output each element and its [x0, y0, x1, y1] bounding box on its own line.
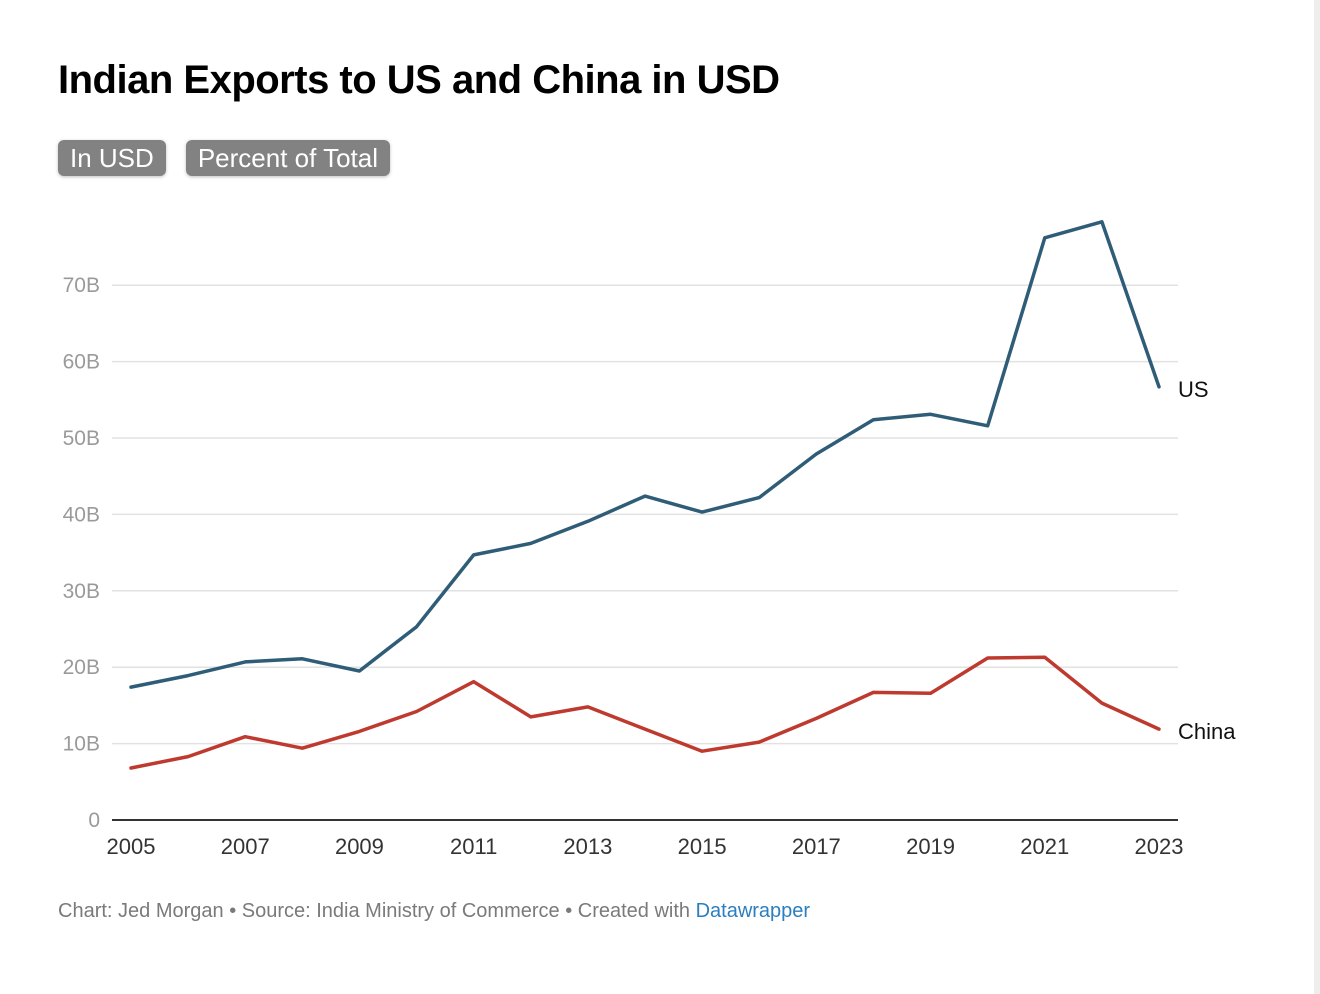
series-line-us — [129, 220, 1161, 689]
y-tick-label: 40B — [63, 503, 100, 526]
series-lines — [129, 220, 1161, 770]
x-tick-label: 2019 — [906, 834, 955, 859]
y-tick-label: 0 — [88, 809, 100, 832]
toggle-in-usd[interactable]: In USD — [58, 140, 166, 176]
y-axis-ticks: 0 10B 20B 30B 40B 50B 60B 70B — [63, 274, 100, 832]
toggle-percent-of-total[interactable]: Percent of Total — [185, 140, 390, 176]
x-tick-label: 2017 — [792, 834, 841, 859]
y-tick-label: 30B — [63, 580, 100, 603]
series-label-china: China — [1178, 719, 1236, 744]
y-tick-label: 50B — [63, 427, 100, 450]
y-tick-label: 10B — [63, 733, 100, 756]
datawrapper-link[interactable]: Datawrapper — [695, 900, 811, 922]
x-tick-label: 2023 — [1135, 834, 1184, 859]
window-edge — [1314, 0, 1320, 994]
view-toggle-group: In USD Percent of Total — [58, 140, 390, 176]
x-tick-label: 2009 — [335, 834, 384, 859]
x-tick-label: 2013 — [563, 834, 612, 859]
series-labels: US China — [1178, 377, 1236, 744]
chart-title: Indian Exports to US and China in USD — [58, 58, 780, 102]
y-tick-label: 60B — [63, 351, 100, 374]
series-line-china — [129, 655, 1161, 770]
y-tick-label: 70B — [63, 274, 100, 297]
x-axis: 2005 2007 2009 2011 2013 2015 2017 2019 2021 2023 — [107, 819, 1184, 859]
chart-footer: Chart: Jed Morgan • Source: India Minist… — [58, 900, 810, 923]
x-tick-label: 2021 — [1020, 834, 1069, 859]
series-label-us: US — [1178, 377, 1209, 402]
x-tick-label: 2015 — [678, 834, 727, 859]
x-tick-label: 2005 — [107, 834, 156, 859]
x-tick-label: 2011 — [450, 834, 497, 859]
grid-lines — [112, 284, 1178, 745]
y-tick-label: 20B — [63, 656, 100, 679]
x-tick-label: 2007 — [221, 834, 270, 859]
footer-credit: Chart: Jed Morgan • Source: India Minist… — [58, 900, 696, 922]
